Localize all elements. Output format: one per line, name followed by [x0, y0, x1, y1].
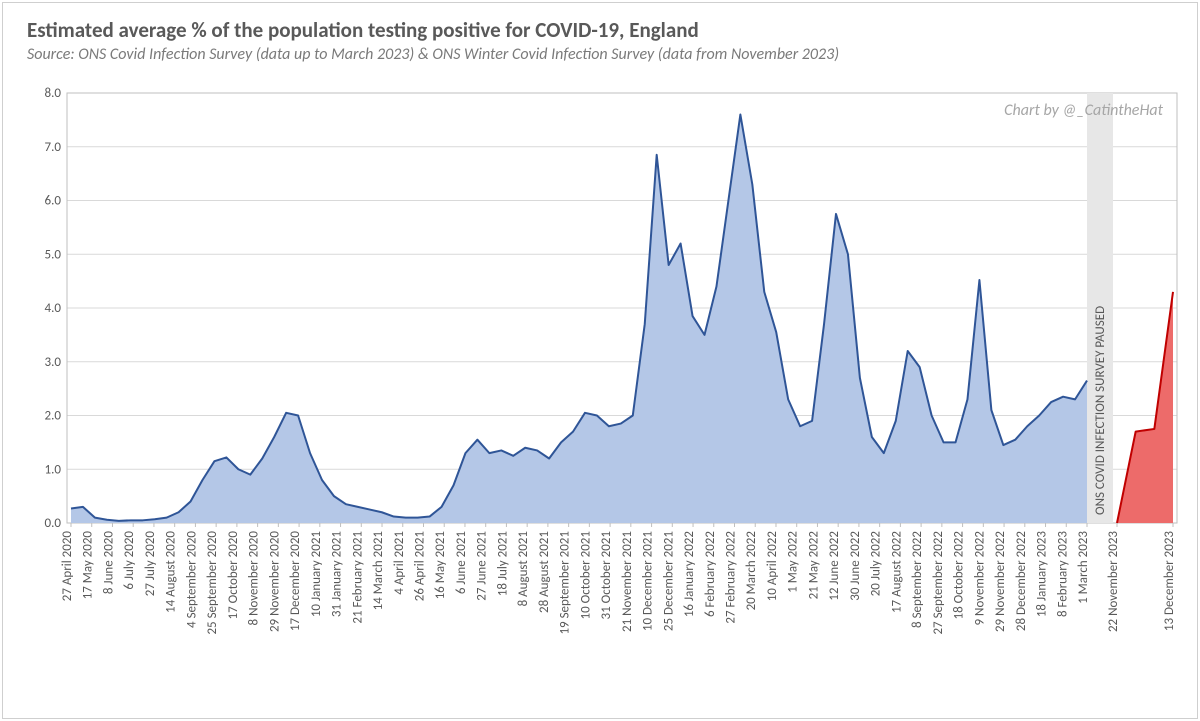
svg-text:7.0: 7.0 — [45, 140, 62, 155]
svg-text:26 April 2021: 26 April 2021 — [412, 531, 427, 601]
svg-text:2.0: 2.0 — [45, 409, 62, 424]
svg-text:29 November 2020: 29 November 2020 — [267, 531, 282, 632]
chart-subtitle: Source: ONS Covid Infection Survey (data… — [27, 45, 1179, 64]
svg-text:17 October 2020: 17 October 2020 — [226, 531, 241, 620]
chart-area: 0.0 1.0 2.0 3.0 4.0 5.0 6.0 7.0 8.0 ONS COVID INF… — [27, 83, 1179, 708]
svg-text:20 July 2022: 20 July 2022 — [869, 531, 884, 597]
svg-text:27 April 2020: 27 April 2020 — [60, 531, 75, 602]
svg-text:9 November 2022: 9 November 2022 — [972, 531, 987, 626]
svg-text:Chart by @_CatintheHat: Chart by @_CatintheHat — [1004, 101, 1163, 120]
svg-text:27 June 2021: 27 June 2021 — [475, 531, 490, 601]
svg-text:10 January 2021: 10 January 2021 — [309, 531, 324, 617]
svg-text:ONS COVID INFECTION SURVEY PAU: ONS COVID INFECTION SURVEY PAUSED — [1093, 306, 1108, 515]
svg-text:8 February 2023: 8 February 2023 — [1055, 531, 1070, 617]
svg-text:27 September 2022: 27 September 2022 — [931, 531, 946, 635]
svg-text:29 November 2022: 29 November 2022 — [993, 531, 1008, 632]
svg-text:16 January 2022: 16 January 2022 — [682, 531, 697, 618]
svg-text:27 February 2022: 27 February 2022 — [724, 531, 739, 624]
svg-text:17 May 2020: 17 May 2020 — [81, 531, 96, 600]
svg-text:28 August 2021: 28 August 2021 — [537, 531, 552, 613]
svg-text:4 September 2020: 4 September 2020 — [184, 531, 199, 628]
svg-text:31 October 2021: 31 October 2021 — [599, 531, 614, 619]
svg-text:4 April 2021: 4 April 2021 — [392, 531, 407, 595]
svg-text:18 October 2022: 18 October 2022 — [952, 531, 967, 620]
svg-text:6 July 2020: 6 July 2020 — [122, 531, 137, 590]
svg-text:21 February 2021: 21 February 2021 — [350, 531, 365, 624]
svg-text:12 June 2022: 12 June 2022 — [827, 531, 842, 601]
svg-text:8 November 2020: 8 November 2020 — [247, 531, 262, 626]
svg-text:18 July 2021: 18 July 2021 — [495, 531, 510, 596]
svg-text:28 December 2022: 28 December 2022 — [1014, 531, 1029, 631]
svg-text:21 November 2021: 21 November 2021 — [620, 531, 635, 632]
svg-text:10 April 2022: 10 April 2022 — [765, 531, 780, 602]
svg-text:8 August 2021: 8 August 2021 — [516, 531, 531, 606]
svg-text:3.0: 3.0 — [45, 355, 62, 370]
svg-text:8.0: 8.0 — [45, 86, 62, 101]
svg-text:17 December 2020: 17 December 2020 — [288, 531, 303, 631]
svg-text:0.0: 0.0 — [45, 516, 62, 531]
svg-text:27 July 2020: 27 July 2020 — [143, 531, 158, 597]
svg-text:17 August 2022: 17 August 2022 — [889, 531, 904, 613]
svg-text:19 September 2021: 19 September 2021 — [558, 531, 573, 635]
svg-text:6 February 2022: 6 February 2022 — [703, 531, 718, 617]
svg-text:14 August 2020: 14 August 2020 — [164, 531, 179, 613]
svg-text:8 June 2020: 8 June 2020 — [101, 531, 116, 595]
chart-title: Estimated average % of the population te… — [27, 17, 1179, 43]
svg-text:20 March 2022: 20 March 2022 — [744, 531, 759, 611]
svg-text:4.0: 4.0 — [45, 301, 62, 316]
svg-text:1 May 2022: 1 May 2022 — [786, 531, 801, 593]
svg-text:21 May 2022: 21 May 2022 — [806, 531, 821, 600]
svg-text:31 January 2021: 31 January 2021 — [330, 531, 345, 617]
svg-text:18 January 2023: 18 January 2023 — [1035, 531, 1050, 618]
svg-text:25 September 2020: 25 September 2020 — [205, 531, 220, 635]
svg-text:25 December 2021: 25 December 2021 — [661, 531, 676, 631]
svg-text:16 May 2021: 16 May 2021 — [433, 531, 448, 599]
svg-text:8 September 2022: 8 September 2022 — [910, 531, 925, 628]
svg-text:30 June 2022: 30 June 2022 — [848, 531, 863, 601]
svg-text:14 March 2021: 14 March 2021 — [371, 531, 386, 610]
svg-text:13 December 2023: 13 December 2023 — [1162, 531, 1177, 631]
svg-text:6.0: 6.0 — [45, 194, 62, 209]
svg-text:1 March 2023: 1 March 2023 — [1076, 531, 1091, 604]
svg-text:6 June 2021: 6 June 2021 — [454, 531, 469, 594]
svg-text:10 October 2021: 10 October 2021 — [578, 531, 593, 619]
svg-text:1.0: 1.0 — [45, 462, 62, 477]
svg-text:10 December 2021: 10 December 2021 — [641, 531, 656, 631]
svg-text:22 November 2023: 22 November 2023 — [1106, 531, 1121, 632]
svg-text:5.0: 5.0 — [45, 247, 62, 262]
